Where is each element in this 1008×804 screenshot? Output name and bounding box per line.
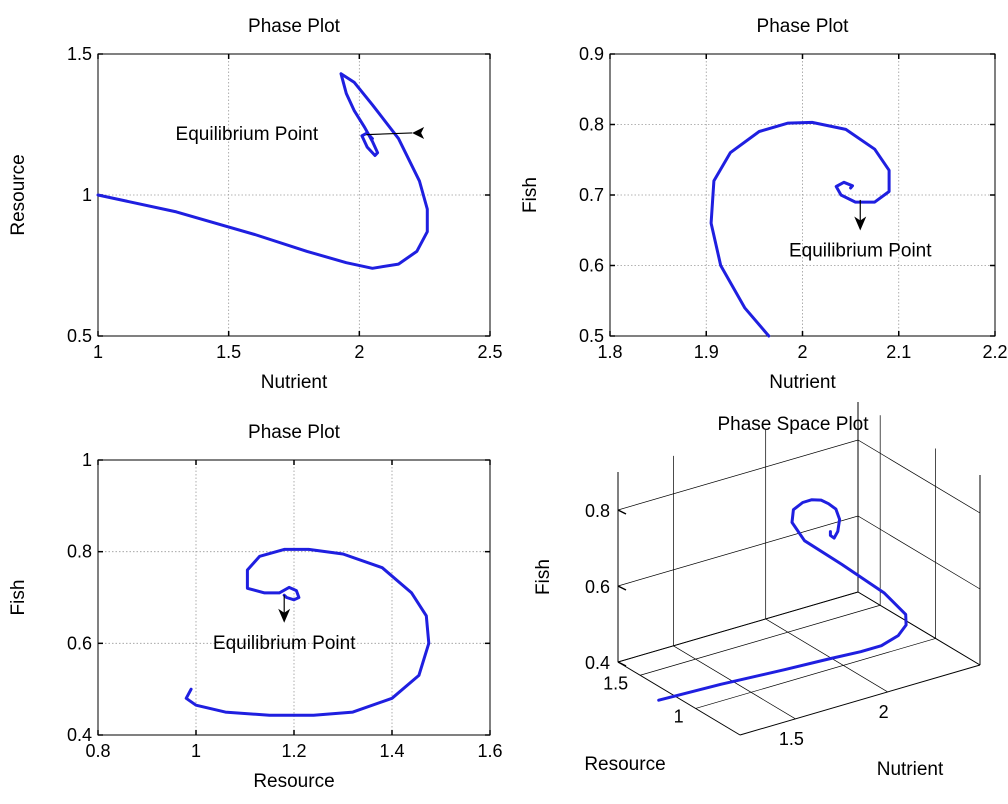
y-tick-label: 1 bbox=[82, 450, 92, 470]
x-tick-label: 1.5 bbox=[216, 342, 241, 362]
annotation-text: Equilibrium Point bbox=[176, 124, 319, 145]
x-tick-label: 1.4 bbox=[379, 741, 404, 761]
series-line bbox=[709, 120, 891, 338]
arrow-head bbox=[412, 126, 425, 139]
arrow-head bbox=[854, 216, 867, 231]
x-tick-label: 1.2 bbox=[281, 741, 306, 761]
y-tick-label: 0.8 bbox=[67, 542, 92, 562]
annotation-arrow bbox=[366, 132, 413, 136]
y-tick-label: 1 bbox=[674, 706, 684, 726]
x-tick-label: 2 bbox=[797, 342, 807, 362]
series-line bbox=[657, 498, 908, 702]
x-tick-label: 2.1 bbox=[886, 342, 911, 362]
x-tick-label: 1.9 bbox=[694, 342, 719, 362]
x-tick-label: 1.5 bbox=[779, 729, 804, 749]
phase-space-plot: 0.4 0.6 0.8 1.5 2 1 1.5 Phase Space Plot Nutrien… bbox=[533, 402, 981, 780]
y-tick-label: 1.5 bbox=[603, 673, 628, 693]
y-gridline bbox=[695, 638, 936, 709]
y-axis-label: Fish bbox=[8, 580, 29, 616]
y-tick-label: 0.9 bbox=[579, 44, 604, 64]
z-gridline bbox=[617, 515, 981, 590]
y-tick-label: 0.6 bbox=[579, 256, 604, 276]
x-axis-label: Resource bbox=[253, 771, 334, 792]
x-tick-label: 1 bbox=[191, 741, 201, 761]
y-tick-label: 0.4 bbox=[67, 725, 92, 745]
x-tick-label: 0.8 bbox=[85, 741, 110, 761]
z-gridline bbox=[617, 591, 981, 666]
x-tick-label: 2 bbox=[354, 342, 364, 362]
box-edge bbox=[617, 661, 741, 736]
arrow-head bbox=[278, 608, 291, 623]
y-tick-label: 0.8 bbox=[579, 115, 604, 135]
y-axis-label: Resource bbox=[8, 154, 29, 235]
x-tick-label: 1 bbox=[93, 342, 103, 362]
x-tick-label: 2.5 bbox=[477, 342, 502, 362]
y-tick-label: 0.5 bbox=[67, 326, 92, 346]
phase-plot-2: 1.8 1.9 2 2.1 2.2 0.5 0.6 0.7 0.8 0.9 Phase Plot Nu… bbox=[520, 16, 1008, 393]
x-tick-label: 2 bbox=[879, 702, 889, 722]
z-axis-label: Fish bbox=[533, 559, 554, 595]
x-tick-label: 1.8 bbox=[597, 342, 622, 362]
chart-title: Phase Plot bbox=[248, 16, 341, 37]
z-tick-label: 0.8 bbox=[585, 501, 610, 521]
z-gridline bbox=[617, 439, 981, 514]
chart-title: Phase Plot bbox=[757, 16, 850, 37]
z-tick-mark bbox=[617, 585, 627, 591]
z-tick-mark bbox=[617, 661, 627, 667]
phase-plot-3: 0.8 1 1.2 1.4 1.6 0.4 0.6 0.8 1 Phase Plot Resourc… bbox=[8, 422, 503, 792]
series-line bbox=[96, 72, 429, 270]
annotation-text: Equilibrium Point bbox=[789, 240, 932, 261]
box-edge bbox=[739, 664, 981, 736]
series-line bbox=[184, 547, 431, 717]
x-tick-label: 1.6 bbox=[477, 741, 502, 761]
y-tick-label: 1 bbox=[82, 185, 92, 205]
x-axis-label: Nutrient bbox=[261, 372, 328, 393]
y-tick-label: 1.5 bbox=[67, 44, 92, 64]
x-gridline bbox=[765, 618, 888, 693]
z-tick-label: 0.6 bbox=[585, 577, 610, 597]
chart-title: Phase Plot bbox=[248, 422, 341, 443]
x-axis-label: Nutrient bbox=[769, 372, 836, 393]
y-tick-label: 0.6 bbox=[67, 633, 92, 653]
x-tick-label: 2.2 bbox=[982, 342, 1007, 362]
y-tick-label: 0.7 bbox=[579, 185, 604, 205]
y-axis-label: Resource bbox=[584, 754, 665, 775]
y-tick-label: 0.5 bbox=[579, 326, 604, 346]
z-tick-label: 0.4 bbox=[585, 653, 610, 673]
annotation-text: Equilibrium Point bbox=[213, 633, 356, 654]
z-tick-mark bbox=[617, 509, 627, 515]
y-axis-label: Fish bbox=[520, 177, 541, 213]
x-axis-label: Nutrient bbox=[877, 759, 944, 780]
y-gridline bbox=[640, 604, 881, 676]
chart-title: Phase Space Plot bbox=[717, 414, 869, 435]
